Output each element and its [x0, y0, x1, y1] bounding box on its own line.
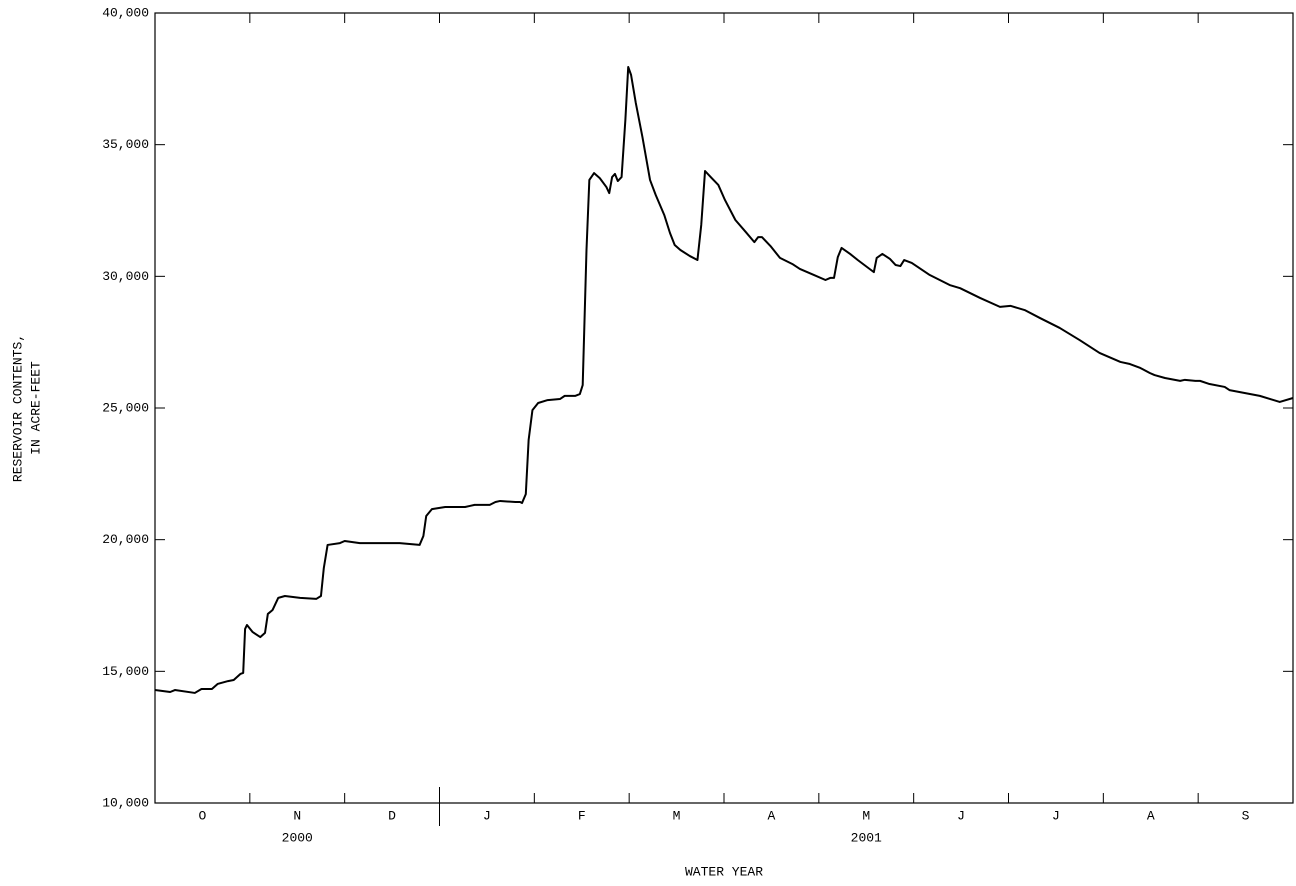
x-tick-label: F — [578, 808, 586, 823]
x-tick-label: D — [388, 808, 396, 823]
data-line — [154, 65, 1294, 694]
y-tick-label: 25,000 — [102, 400, 149, 415]
x-tick-label: O — [199, 808, 207, 823]
y-axis-label: RESERVOIR CONTENTS, — [10, 334, 25, 482]
year-label: 2000 — [282, 830, 313, 845]
x-tick-label: S — [1242, 808, 1250, 823]
x-tick-label: N — [293, 808, 301, 823]
y-tick-label: 10,000 — [102, 795, 149, 810]
y-tick-label: 35,000 — [102, 137, 149, 152]
y-tick-label: 20,000 — [102, 532, 149, 547]
x-tick-label: M — [673, 808, 681, 823]
plot-frame — [154, 12, 1294, 804]
x-tick-label: J — [1052, 808, 1060, 823]
x-axis-label: WATER YEAR — [685, 864, 763, 879]
x-tick-label: A — [768, 808, 776, 823]
y-tick-label: 40,000 — [102, 5, 149, 20]
y-tick-label: 15,000 — [102, 664, 149, 679]
y-axis-label: IN ACRE-FEET — [28, 361, 43, 455]
x-tick-label: A — [1147, 808, 1155, 823]
x-tick-label: J — [483, 808, 491, 823]
x-tick-label: J — [957, 808, 965, 823]
year-label: 2001 — [851, 830, 882, 845]
x-tick-label: M — [862, 808, 870, 823]
y-tick-label: 30,000 — [102, 269, 149, 284]
